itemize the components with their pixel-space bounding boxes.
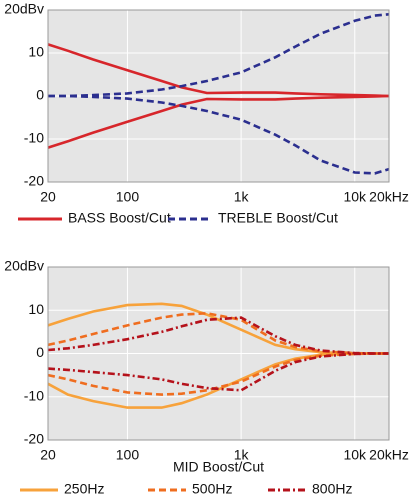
curve xyxy=(47,316,389,355)
curve xyxy=(47,352,389,392)
y-tick-label: -10 xyxy=(24,130,44,146)
curve xyxy=(47,43,390,98)
x-tick-label: 20kHz xyxy=(369,447,409,463)
x-tick-label: 1k xyxy=(234,447,250,463)
legend-label: BASS Boost/Cut xyxy=(68,210,171,226)
x-tick-label: 10k xyxy=(343,189,367,205)
curve xyxy=(47,94,390,149)
x-tick-label: 20 xyxy=(40,189,56,205)
y-tick-label: -20 xyxy=(24,173,44,189)
legend-label: 800Hz xyxy=(312,481,352,497)
y-tick-label: 20dBv xyxy=(4,1,44,17)
y-tick-label: 10 xyxy=(28,44,44,60)
x-tick-label: 20kHz xyxy=(369,189,409,205)
curve xyxy=(48,13,390,98)
x-tick-label: 100 xyxy=(116,447,140,463)
y-tick-label: -20 xyxy=(24,431,44,447)
y-tick-label: 10 xyxy=(28,301,44,317)
x-tick-label: 20 xyxy=(40,447,56,463)
legend-label: TREBLE Boost/Cut xyxy=(218,210,338,226)
y-tick-label: 0 xyxy=(36,344,44,360)
x-tick-label: 10k xyxy=(343,447,367,463)
y-tick-label: 20dBv xyxy=(4,258,44,274)
x-axis-label: MID Boost/Cut xyxy=(173,459,264,475)
x-tick-label: 100 xyxy=(116,189,140,205)
legend-label: 500Hz xyxy=(192,481,232,497)
plot-border xyxy=(47,266,390,441)
curve xyxy=(48,94,390,175)
y-tick-label: -10 xyxy=(24,387,44,403)
y-tick-label: 0 xyxy=(36,87,44,103)
plot-border xyxy=(47,9,390,183)
x-tick-label: 1k xyxy=(234,189,250,205)
legend-label: 250Hz xyxy=(64,481,104,497)
